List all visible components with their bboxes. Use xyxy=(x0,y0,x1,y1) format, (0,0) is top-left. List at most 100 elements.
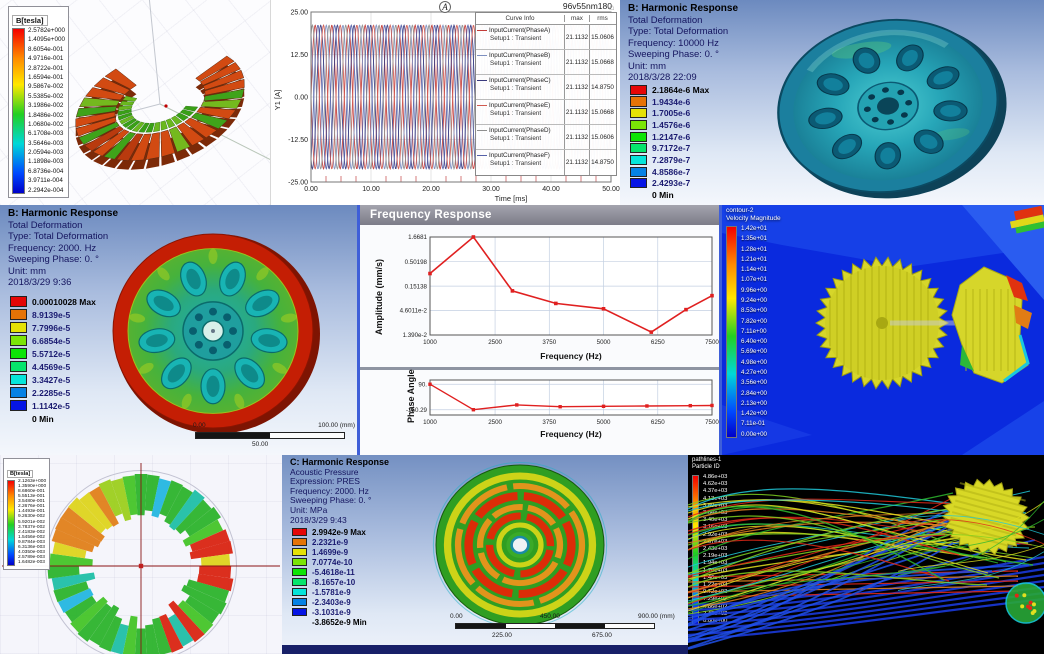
svg-text:10.00: 10.00 xyxy=(362,186,380,193)
legend-value: 9.96e+00 xyxy=(741,286,767,294)
legend-value: 9.8784e-003 xyxy=(18,539,45,545)
legend-value: 1.4493e-001 xyxy=(18,509,45,515)
scale-ruler xyxy=(195,432,345,439)
curve-row: InputCurrent(PhaseF) Setup1 : Transient 21… xyxy=(476,150,616,175)
legend-value: 6.3136e-003 xyxy=(18,544,45,550)
legend-swatch xyxy=(630,143,647,154)
svg-text:6250: 6250 xyxy=(651,339,665,346)
legend-value: 1.42e+01 xyxy=(741,225,767,232)
legend-value: 4.8586e-7 xyxy=(652,166,691,177)
legend-value: 6.6854e-5 xyxy=(32,335,71,346)
legend-value: 1.28e+01 xyxy=(741,245,767,253)
legend-value: 1.5456e-002 xyxy=(18,534,45,540)
legend-value: 1.0680e-002 xyxy=(28,120,64,128)
legend-value: 0.00e+00 xyxy=(741,430,767,438)
scale-label: 0.00 xyxy=(450,613,463,620)
legend-value: 2.4293e-7 xyxy=(652,178,691,189)
legend-swatch xyxy=(630,131,647,142)
svg-text:0.00: 0.00 xyxy=(304,186,318,193)
legend-value: 2.4183e-002 xyxy=(18,529,45,535)
legend-swatch xyxy=(292,547,307,557)
deformation-legend: 0.00010028 Max 8.9139e-5 7.7996e-5 6.6854e-… xyxy=(10,295,96,425)
color-scale-bar xyxy=(7,480,15,566)
legend-swatch xyxy=(10,360,27,373)
svg-text:90.: 90. xyxy=(418,381,427,388)
legend-value: 1.4576e-6 xyxy=(652,119,691,130)
legend-values: 1.42e+01 1.35e+01 1.28e+01 1.21e+01 1.14e+01… xyxy=(741,225,767,438)
legend-value: 3.5646e-003 xyxy=(28,139,64,147)
legend-value: 6.1708e-003 xyxy=(28,130,64,138)
legend-value: 9.5867e-002 xyxy=(28,83,64,91)
legend-values: 2.5782e+000 1.4095e+000 8.6054e-001 4.9716e… xyxy=(28,27,65,194)
scale-label: 225.00 xyxy=(492,632,512,639)
legend-values: 2.1263e+000 1.3590e+000 8.6860e-001 5.5513e… xyxy=(18,479,46,566)
legend-value: 0.00010028 Max xyxy=(32,296,96,307)
legend-swatch xyxy=(292,577,307,587)
result-info-text: B: Harmonic Response Total Deformation Typ… xyxy=(8,208,118,289)
text-line: Type: Total Deformation xyxy=(628,26,729,37)
window-bottom-bar xyxy=(282,645,688,654)
legend-swatch xyxy=(630,108,647,119)
legend-value: -5.4618e-11 xyxy=(312,567,355,577)
legend-row: -3.8652e-9 Min xyxy=(292,617,367,627)
svg-text:12.50: 12.50 xyxy=(290,52,308,59)
legend-swatch xyxy=(630,178,647,189)
text-line: Frequency: 2000. Hz xyxy=(290,485,369,496)
text-line: 2018/3/29 9:43 xyxy=(290,514,347,525)
legend-row: 0 Min xyxy=(630,189,709,201)
legend-value: 1.21e+01 xyxy=(741,255,767,263)
legend-row: 6.6854e-5 xyxy=(10,334,96,347)
text-line: Sweeping Phase: 0. ° xyxy=(8,254,99,265)
legend-row: 8.9139e-5 xyxy=(10,308,96,321)
pressure-legend: 2.9942e-9 Max 2.2321e-9 1.4699e-9 7.0774e-1… xyxy=(292,527,367,627)
phase-axis-label: Phase Angle xyxy=(406,369,416,423)
window-title-bar[interactable]: Frequency Response xyxy=(360,205,719,225)
legend-swatch xyxy=(292,567,307,577)
deformed-wheel-render xyxy=(112,233,320,434)
scale-label-min: 0.00 xyxy=(193,422,206,429)
text-line: Sweeping Phase: 0. ° xyxy=(290,495,372,506)
legend-value: -1.5781e-9 xyxy=(312,587,351,597)
svg-text:5000: 5000 xyxy=(597,339,611,346)
flux-color-legend: B[tesla] 2.1263e+000 1.3590e+000 8.6860e-0… xyxy=(3,458,51,570)
legend-value: 2.2285e-5 xyxy=(32,387,71,398)
acoustic-disc-render xyxy=(432,462,608,628)
text-line: B: Harmonic Response xyxy=(628,3,739,14)
legend-row: -5.4618e-11 xyxy=(292,567,367,577)
plot-title: 96v55nm180 xyxy=(562,1,612,11)
legend-value: 0 Min xyxy=(32,413,54,424)
legend-title: B[tesla] xyxy=(7,470,34,478)
legend-value: 1.4699e-9 xyxy=(312,547,349,557)
legend-value: 8.6860e-001 xyxy=(18,489,45,495)
scale-label: 450.00 xyxy=(540,613,560,620)
maxwell-stator-panel: B[tesla] 2.1263e+000 1.3590e+000 8.6860e-0… xyxy=(0,455,282,654)
legend-swatch xyxy=(630,84,647,95)
legend-value: -3.1031e-9 xyxy=(312,607,351,617)
legend-value: -3.8652e-9 Min xyxy=(312,617,367,627)
legend-value: 2.8722e-001 xyxy=(28,64,64,72)
maxwell-flux-panel: B[tesla] 2.5782e+000 1.4095e+000 8.6054e-0… xyxy=(0,0,270,205)
legend-value: 2.1864e-6 Max xyxy=(652,84,710,95)
legend-value: 1.8486e-002 xyxy=(28,111,64,119)
text-line: pathlines-1 xyxy=(692,457,722,463)
legend-value: 3.56e+00 xyxy=(741,379,767,387)
legend-value: 4.27e+00 xyxy=(741,368,767,376)
text-line: Particle ID xyxy=(692,464,720,470)
scale-label-max: 100.00 (mm) xyxy=(318,422,355,429)
legend-value: 5.69e+00 xyxy=(741,348,767,356)
legend-row: 7.2879e-7 xyxy=(630,154,709,166)
streamlines-render xyxy=(688,478,1044,650)
svg-text:1.390e-2: 1.390e-2 xyxy=(403,332,428,339)
legend-value: 2.2942e-004 xyxy=(28,186,64,194)
amplitude-axis-label: Amplitude (mm/s) xyxy=(374,258,384,335)
acoustic-pressure-panel: 0.00 450.00 900.00 (mm) 225.00 675.00 C:… xyxy=(282,455,688,654)
text-line: C: Harmonic Response xyxy=(290,457,390,467)
legend-value: 2.5789e-003 xyxy=(18,554,45,560)
legend-swatch xyxy=(10,386,27,399)
legend-value: 3.40e+03 xyxy=(703,517,728,524)
svg-text:0.15138: 0.15138 xyxy=(405,283,428,290)
cfd-contour-render xyxy=(722,205,1044,455)
legend-value: 1.07e+01 xyxy=(741,276,767,284)
curve-info-table: Curve Info max rms InputCurrent(PhaseA) Setu… xyxy=(475,12,617,176)
